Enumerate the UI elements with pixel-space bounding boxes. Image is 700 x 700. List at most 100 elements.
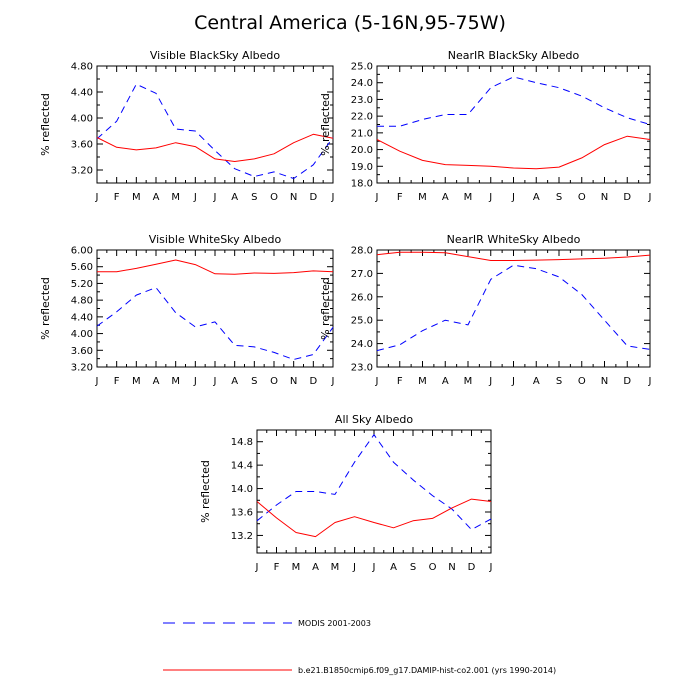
- y-axis-label: % reflected: [39, 93, 52, 156]
- x-tick-label: J: [489, 562, 493, 573]
- y-tick-label: 4.80: [71, 62, 93, 73]
- x-tick-label: D: [623, 192, 631, 203]
- legend-label-model: b.e21.B1850cmip6.f09_g17.DAMIP-hist-co2.…: [298, 666, 556, 675]
- x-tick-label: S: [556, 192, 562, 203]
- y-tick-label: 5.60: [71, 262, 93, 273]
- y-tick-label: 6.00: [71, 246, 93, 257]
- y-tick-label: 3.60: [71, 140, 93, 151]
- plot-frame: [376, 65, 651, 184]
- x-tick-label: J: [193, 192, 197, 203]
- legend: MODIS 2001-2003 b.e21.B1850cmip6.f09_g17…: [163, 619, 556, 675]
- x-tick-label: A: [153, 192, 160, 203]
- x-tick-label: F: [397, 192, 403, 203]
- subplot-title: Visible BlackSky Albedo: [150, 49, 280, 62]
- x-tick-label: N: [601, 376, 608, 387]
- x-tick-label: D: [468, 562, 476, 573]
- y-tick-label: 3.20: [71, 166, 93, 177]
- x-tick-label: D: [309, 376, 317, 387]
- x-tick-label: M: [292, 562, 301, 573]
- series-line-model: [97, 259, 334, 275]
- x-tick-label: J: [375, 192, 379, 203]
- plot-frame: [96, 65, 334, 184]
- x-tick-label: M: [331, 562, 340, 573]
- y-tick-label: 4.40: [71, 88, 93, 99]
- x-tick-label: O: [578, 376, 586, 387]
- x-tick-label: J: [648, 192, 652, 203]
- x-tick-label: M: [171, 376, 180, 387]
- y-tick-label: 3.60: [71, 346, 93, 357]
- x-tick-label: A: [231, 376, 238, 387]
- x-tick-label: J: [648, 376, 652, 387]
- x-tick-label: S: [251, 192, 257, 203]
- y-tick-label: 25.0: [351, 316, 373, 327]
- series-line-modis: [377, 76, 651, 127]
- x-tick-label: J: [331, 192, 335, 203]
- x-tick-label: O: [270, 192, 278, 203]
- y-tick-label: 14.0: [231, 484, 253, 495]
- y-axis-label: % reflected: [199, 460, 212, 523]
- y-tick-label: 4.80: [71, 296, 93, 307]
- y-tick-label: 18.0: [351, 179, 373, 190]
- figure-title: Central America (5-16N,95-75W): [194, 12, 506, 34]
- x-tick-label: D: [309, 192, 317, 203]
- series-line-modis: [256, 434, 492, 531]
- x-tick-label: F: [274, 562, 280, 573]
- x-tick-label: M: [418, 376, 427, 387]
- x-tick-label: J: [511, 376, 515, 387]
- y-tick-label: 20.0: [351, 145, 373, 156]
- x-tick-label: D: [623, 376, 631, 387]
- legend-label-modis: MODIS 2001-2003: [298, 619, 371, 628]
- x-tick-label: A: [390, 562, 397, 573]
- y-tick-label: 23.0: [351, 95, 373, 106]
- series-line-modis: [96, 287, 334, 360]
- x-tick-label: O: [578, 192, 586, 203]
- y-tick-label: 19.0: [351, 162, 373, 173]
- x-tick-label: J: [488, 376, 492, 387]
- subplot-title: All Sky Albedo: [335, 413, 413, 426]
- x-tick-label: M: [132, 376, 141, 387]
- x-tick-label: J: [95, 192, 99, 203]
- y-tick-label: 14.4: [231, 461, 253, 472]
- y-tick-label: 5.20: [71, 279, 93, 290]
- x-tick-label: A: [231, 192, 238, 203]
- y-tick-label: 24.0: [351, 78, 373, 89]
- x-tick-label: S: [410, 562, 416, 573]
- plot-frame: [376, 249, 651, 368]
- x-tick-label: O: [270, 376, 278, 387]
- x-tick-label: M: [171, 192, 180, 203]
- x-tick-label: A: [442, 376, 449, 387]
- x-tick-label: J: [511, 192, 515, 203]
- x-tick-label: N: [290, 376, 297, 387]
- x-tick-label: J: [95, 376, 99, 387]
- x-tick-label: J: [331, 376, 335, 387]
- x-tick-label: S: [556, 376, 562, 387]
- x-tick-label: J: [375, 376, 379, 387]
- y-tick-label: 13.2: [231, 531, 253, 542]
- y-tick-label: 21.0: [351, 128, 373, 139]
- series-line-model: [96, 133, 334, 162]
- y-tick-label: 22.0: [351, 112, 373, 123]
- y-axis-label: % reflected: [319, 277, 332, 340]
- y-tick-label: 25.0: [351, 62, 373, 73]
- series-line-modis: [376, 264, 651, 352]
- y-tick-label: 24.0: [351, 339, 373, 350]
- x-tick-label: F: [397, 376, 403, 387]
- x-tick-label: F: [114, 376, 120, 387]
- x-tick-label: A: [312, 562, 319, 573]
- x-tick-label: J: [255, 562, 259, 573]
- y-axis-label: % reflected: [39, 277, 52, 340]
- y-tick-label: 4.00: [71, 329, 93, 340]
- y-tick-label: 26.0: [351, 292, 373, 303]
- x-tick-label: J: [213, 376, 217, 387]
- subplot-title: NearIR BlackSky Albedo: [448, 49, 580, 62]
- y-tick-label: 27.0: [351, 269, 373, 280]
- x-tick-label: J: [193, 376, 197, 387]
- plot-frame: [96, 249, 334, 368]
- y-tick-label: 23.0: [351, 363, 373, 374]
- x-tick-label: A: [533, 376, 540, 387]
- series-line-model: [376, 251, 651, 261]
